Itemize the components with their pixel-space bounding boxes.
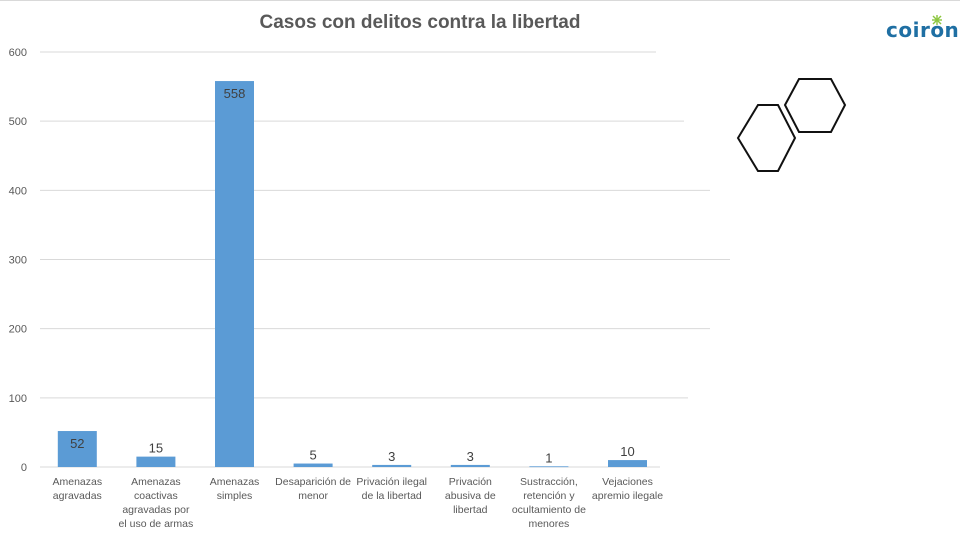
- x-tick-label: Sustracción, retención y ocultamiento de…: [511, 476, 586, 530]
- y-tick-label: 100: [9, 393, 27, 405]
- hexagon-large: [736, 104, 797, 172]
- bar-data-label: 3: [388, 449, 395, 464]
- bar-data-label: 15: [149, 441, 163, 456]
- y-tick-label: 0: [21, 462, 27, 474]
- bar-data-label: 5: [309, 448, 316, 463]
- top-border: [0, 0, 960, 1]
- y-tick-label: 600: [9, 47, 27, 59]
- sun-icon: [932, 15, 942, 25]
- hexagon-small: [783, 78, 847, 133]
- bar: [215, 81, 254, 468]
- y-tick-label: 400: [9, 185, 27, 197]
- bar-data-label: 52: [70, 436, 84, 451]
- coiron-logo: coiron: [886, 14, 959, 44]
- bar-data-label: 10: [620, 444, 634, 459]
- bar: [372, 464, 412, 467]
- bar: [608, 460, 647, 467]
- chart-title: Casos con delitos contra la libertad: [259, 12, 581, 33]
- x-tick-label: Amenazas agravadas: [52, 476, 103, 502]
- x-tick-label: Desaparición de menor: [275, 476, 352, 502]
- bar: [450, 464, 490, 467]
- x-tick-label: Amenazas simples: [209, 476, 260, 502]
- bar: [293, 463, 333, 467]
- bar: [136, 456, 176, 467]
- bar: [529, 466, 569, 468]
- x-tick-label: Amenazas coactivas agravadas por el uso …: [118, 476, 194, 530]
- bar-data-label: 558: [224, 86, 246, 101]
- x-tick-label: Privación abusiva de libertad: [444, 476, 496, 516]
- x-tick-label: Vejaciones apremio ilegale: [591, 476, 664, 502]
- hexagon-decoration: [736, 78, 847, 172]
- bar-data-label: 1: [545, 450, 552, 465]
- logo-text: coiron: [886, 18, 960, 42]
- y-tick-label: 300: [9, 255, 27, 267]
- bar-data-label: 3: [467, 449, 474, 464]
- y-tick-label: 200: [9, 324, 27, 336]
- x-tick-label: Privación ilegal de la libertad: [356, 476, 427, 502]
- bar: [57, 431, 97, 467]
- y-tick-label: 500: [9, 116, 27, 128]
